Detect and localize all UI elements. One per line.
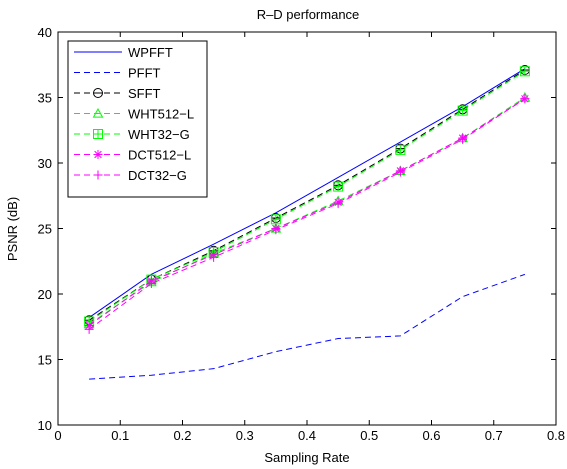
x-tick-label: 0.4	[298, 428, 316, 443]
legend-item: SFFT	[74, 86, 161, 101]
y-tick-label: 30	[38, 156, 52, 171]
marker-cross	[271, 214, 281, 224]
data-point	[457, 105, 468, 116]
legend-marker	[93, 129, 103, 139]
x-tick-label: 0.8	[547, 428, 565, 443]
data-point	[271, 225, 281, 235]
legend-label: DCT32−G	[128, 168, 187, 183]
plot-area	[83, 64, 531, 380]
marker-cross	[458, 106, 468, 116]
legend-item: DCT32−G	[74, 168, 187, 183]
series-line	[88, 68, 526, 318]
legend-label: SFFT	[128, 86, 161, 101]
marker-cross	[93, 129, 103, 139]
x-tick-label: 0.5	[360, 428, 378, 443]
legend-item: WHT512−L	[74, 107, 194, 122]
legend-marker	[93, 170, 103, 180]
marker-cross	[333, 182, 343, 192]
legend-item: DCT512−L	[74, 148, 191, 163]
y-tick-label: 20	[38, 287, 52, 302]
legend-item: WHT32−G	[74, 127, 190, 142]
y-tick-label: 10	[38, 418, 52, 433]
legend: WPFFT PFFT SFFT WHT512−L WHT32−G DCT512−L DCT3…	[67, 40, 208, 198]
legend-label: DCT512−L	[128, 148, 191, 163]
marker-cross	[395, 145, 405, 155]
legend-label: WHT512−L	[128, 107, 194, 122]
data-point	[84, 324, 94, 334]
data-point	[395, 167, 405, 177]
data-point	[519, 66, 530, 77]
y-tick-label: 35	[38, 91, 52, 106]
series-wpfft	[88, 68, 526, 318]
x-tick-label: 0.7	[485, 428, 503, 443]
series-pfft	[89, 273, 526, 380]
x-axis: 0 0.1 0.2 0.3 0.4 0.5 0.6 0.7 0.8	[54, 32, 565, 443]
legend-marker	[92, 107, 104, 118]
y-axis: 10 15 20 25 30 35 40	[38, 25, 556, 433]
legend-marker	[93, 88, 103, 98]
x-tick-label: 0.6	[422, 428, 440, 443]
y-tick-label: 25	[38, 222, 52, 237]
legend-label: WPFFT	[128, 45, 173, 60]
legend-item: PFFT	[74, 66, 161, 81]
series-line	[89, 273, 526, 380]
y-tick-label: 40	[38, 25, 52, 40]
series-line	[88, 97, 526, 325]
marker-cross	[520, 66, 530, 76]
series-dct32-g	[84, 94, 530, 334]
x-axis-title: Sampling Rate	[264, 450, 349, 465]
data-point	[520, 94, 530, 104]
data-point	[333, 181, 344, 192]
data-point	[395, 144, 406, 155]
legend-marker	[93, 150, 103, 159]
x-tick-label: 0.1	[111, 428, 129, 443]
data-point	[270, 214, 281, 225]
legend-box	[67, 40, 208, 198]
x-tick-label: 0.2	[173, 428, 191, 443]
x-tick-label: 0.3	[236, 428, 254, 443]
data-point	[458, 134, 468, 144]
data-point	[209, 252, 219, 262]
series-line	[88, 98, 526, 326]
y-tick-label: 15	[38, 353, 52, 368]
x-tick-label: 0	[54, 428, 61, 443]
y-axis-title: PSNR (dB)	[5, 197, 20, 261]
data-point	[333, 199, 343, 209]
chart-title: R–D performance	[257, 7, 360, 22]
legend-label: WHT32−G	[128, 127, 190, 142]
legend-label: PFFT	[128, 66, 161, 81]
series-line	[88, 69, 526, 321]
legend-item: WPFFT	[74, 45, 173, 60]
data-point	[146, 279, 156, 289]
